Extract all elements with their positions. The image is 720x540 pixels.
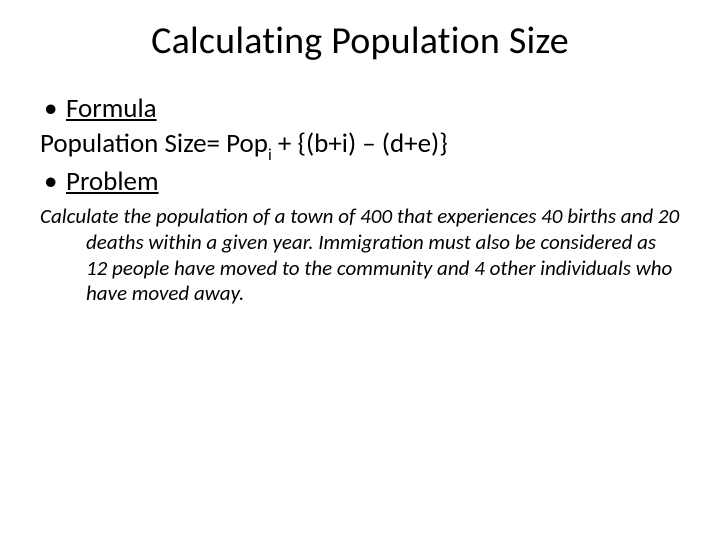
formula-text-head: Population Size= Pop xyxy=(40,127,268,160)
bullet-list: Formula xyxy=(40,92,680,125)
bullet-list-2: Problem xyxy=(40,165,680,198)
slide-body: Formula Population Size= Popi + {(b+i) –… xyxy=(40,92,680,307)
formula-subscript: i xyxy=(268,145,272,165)
bullet-formula: Formula xyxy=(40,92,680,125)
problem-text: Calculate the population of a town of 40… xyxy=(40,204,680,306)
slide-title: Calculating Population Size xyxy=(40,18,680,64)
bullet-problem-label: Problem xyxy=(66,165,159,198)
formula-text-tail: + {(b+i) – (d+e)} xyxy=(272,127,448,160)
formula-line: Population Size= Popi + {(b+i) – (d+e)} xyxy=(40,127,680,163)
bullet-problem: Problem xyxy=(40,165,680,198)
slide: Calculating Population Size Formula Popu… xyxy=(0,0,720,540)
bullet-formula-label: Formula xyxy=(66,92,157,125)
